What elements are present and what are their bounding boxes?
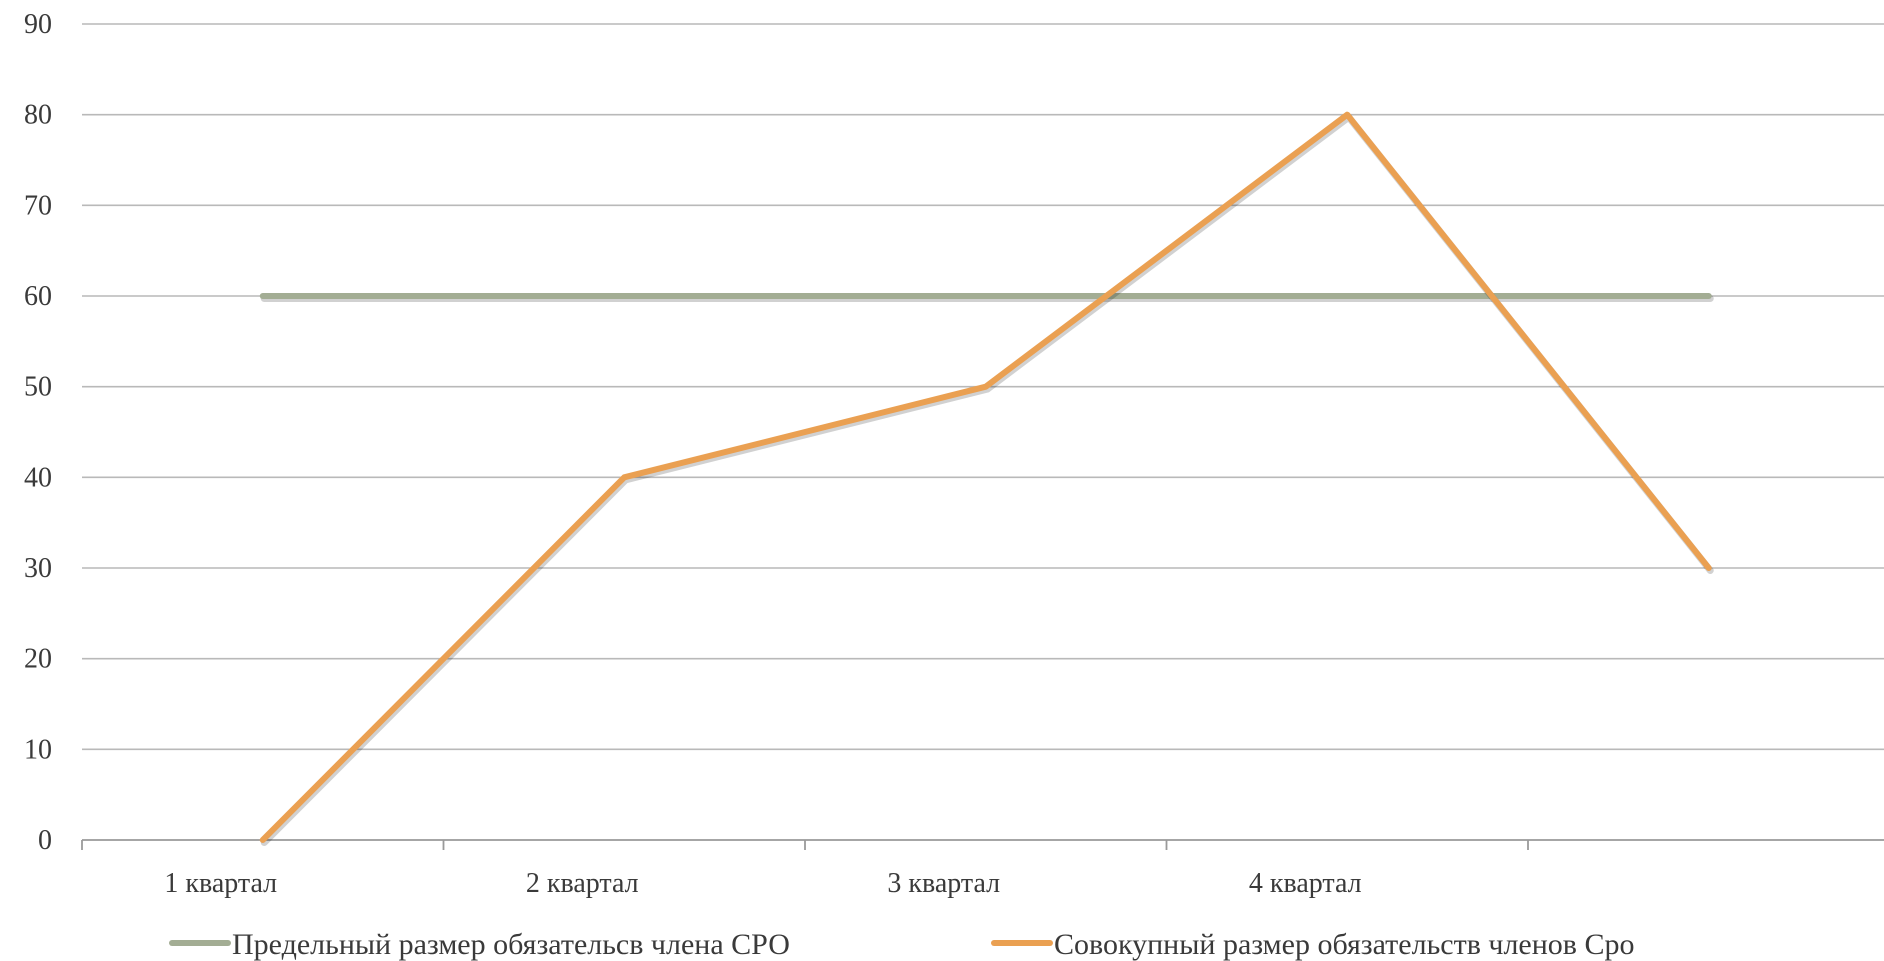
y-tick-label: 90 xyxy=(24,9,52,40)
y-axis-tick-labels: 0 10 20 30 40 50 60 70 80 90 xyxy=(24,9,52,856)
x-tick-label: 2 квартал xyxy=(526,868,639,899)
x-tick-label: 4 квартал xyxy=(1249,868,1362,899)
y-tick-label: 40 xyxy=(24,462,52,493)
x-axis xyxy=(81,839,1884,850)
legend: Предельный размер обязательсв члена СРО С… xyxy=(169,928,1634,961)
y-tick-label: 0 xyxy=(38,825,52,856)
y-tick-label: 30 xyxy=(24,553,52,584)
legend-label: Совокупный размер обязательств членов Ср… xyxy=(1054,928,1634,961)
y-tick-label: 20 xyxy=(24,644,52,675)
y-tick-label: 80 xyxy=(24,100,52,131)
y-tick-label: 70 xyxy=(24,190,52,221)
x-axis-tick-labels: 1 квартал 2 квартал 3 квартал 4 квартал xyxy=(164,868,1361,899)
y-tick-label: 60 xyxy=(24,281,52,312)
series-lines xyxy=(259,111,1714,846)
legend-label: Предельный размер обязательсв члена СРО xyxy=(232,928,790,961)
y-tick-label: 50 xyxy=(24,372,52,403)
series-line-shadow xyxy=(260,113,1714,846)
x-tick-label: 3 квартал xyxy=(887,868,1000,899)
y-tick-label: 10 xyxy=(24,734,52,765)
x-tick-label: 1 квартал xyxy=(164,868,277,899)
series-line-2 xyxy=(259,111,1712,843)
